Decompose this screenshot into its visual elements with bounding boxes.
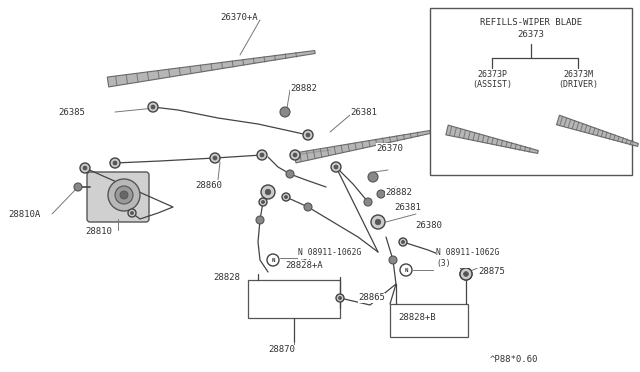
Circle shape <box>282 193 290 201</box>
Circle shape <box>267 254 279 266</box>
Text: 26380: 26380 <box>415 221 442 230</box>
Circle shape <box>131 211 134 215</box>
Polygon shape <box>108 51 316 87</box>
Circle shape <box>463 272 468 276</box>
Circle shape <box>261 185 275 199</box>
Circle shape <box>148 102 158 112</box>
Circle shape <box>339 296 342 299</box>
Circle shape <box>108 179 140 211</box>
Circle shape <box>113 161 117 165</box>
Text: N 08911-1062G
(3): N 08911-1062G (3) <box>436 248 499 268</box>
Text: 28828+A: 28828+A <box>285 260 323 269</box>
Circle shape <box>371 215 385 229</box>
Circle shape <box>290 150 300 160</box>
Circle shape <box>460 268 472 280</box>
Circle shape <box>151 105 155 109</box>
Text: 28810: 28810 <box>85 227 112 235</box>
Circle shape <box>284 195 287 199</box>
Text: ^P88*0.60: ^P88*0.60 <box>490 356 538 365</box>
Circle shape <box>257 150 267 160</box>
Circle shape <box>377 190 385 198</box>
Circle shape <box>74 183 82 191</box>
Circle shape <box>399 238 407 246</box>
Text: 28875: 28875 <box>478 267 505 276</box>
Text: 26373: 26373 <box>518 30 545 39</box>
Polygon shape <box>294 131 430 163</box>
Text: 26373P
(ASSIST): 26373P (ASSIST) <box>472 70 512 89</box>
Circle shape <box>401 240 404 244</box>
Circle shape <box>304 203 312 211</box>
Bar <box>248 280 340 318</box>
Text: 26370: 26370 <box>376 144 403 153</box>
Text: N 08911-1062G
(3): N 08911-1062G (3) <box>298 248 362 268</box>
Polygon shape <box>446 125 538 154</box>
Text: 28860: 28860 <box>195 180 222 189</box>
Text: 26373M
(DRIVER): 26373M (DRIVER) <box>558 70 598 89</box>
Bar <box>430 8 632 175</box>
Circle shape <box>210 153 220 163</box>
Circle shape <box>389 256 397 264</box>
Circle shape <box>265 189 271 195</box>
Circle shape <box>286 170 294 178</box>
Circle shape <box>115 186 133 204</box>
Circle shape <box>261 201 264 203</box>
Circle shape <box>128 209 136 217</box>
Circle shape <box>303 130 313 140</box>
Circle shape <box>334 165 338 169</box>
Circle shape <box>293 153 297 157</box>
Text: 28828+B: 28828+B <box>398 314 436 323</box>
Text: 26385: 26385 <box>58 108 85 116</box>
Circle shape <box>260 153 264 157</box>
Text: 26381: 26381 <box>394 202 421 212</box>
Text: REFILLS-WIPER BLADE: REFILLS-WIPER BLADE <box>480 18 582 27</box>
Text: 28870: 28870 <box>268 346 295 355</box>
FancyBboxPatch shape <box>87 172 149 222</box>
Circle shape <box>120 191 128 199</box>
Text: 28828: 28828 <box>213 273 240 282</box>
Text: 28882: 28882 <box>290 83 317 93</box>
Circle shape <box>256 216 264 224</box>
Circle shape <box>364 198 372 206</box>
Text: 26381: 26381 <box>350 108 377 116</box>
Circle shape <box>80 163 90 173</box>
Circle shape <box>460 268 472 280</box>
Text: 28810A: 28810A <box>8 209 40 218</box>
Circle shape <box>213 156 217 160</box>
Circle shape <box>306 133 310 137</box>
Text: N: N <box>404 267 408 273</box>
Circle shape <box>336 294 344 302</box>
Polygon shape <box>557 115 639 147</box>
Circle shape <box>368 172 378 182</box>
Circle shape <box>83 166 87 170</box>
Text: 26370+A: 26370+A <box>220 13 258 22</box>
Circle shape <box>375 219 381 225</box>
Circle shape <box>400 264 412 276</box>
Bar <box>390 304 468 337</box>
Text: 28865: 28865 <box>358 294 385 302</box>
Circle shape <box>280 107 290 117</box>
Text: 28882: 28882 <box>385 187 412 196</box>
Text: N: N <box>271 257 275 263</box>
Circle shape <box>463 272 468 276</box>
Circle shape <box>331 162 341 172</box>
Circle shape <box>259 198 267 206</box>
Circle shape <box>110 158 120 168</box>
